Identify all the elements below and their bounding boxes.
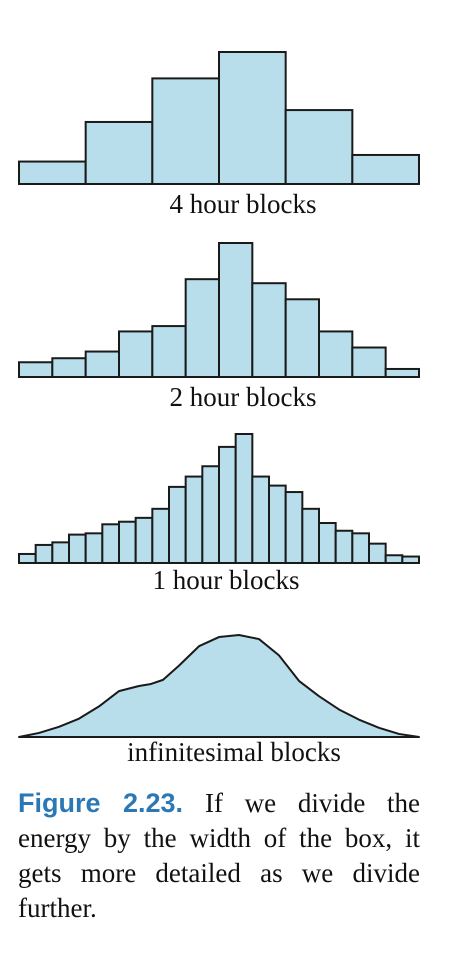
histogram-bar: [384, 554, 404, 565]
histogram-bar: [351, 532, 370, 565]
histogram-bar: [318, 522, 337, 565]
histogram-bar: [218, 445, 237, 564]
histogram-bar: [268, 484, 287, 565]
histogram-bar: [151, 507, 171, 565]
histogram-bar: [251, 475, 271, 565]
histogram-bar: [168, 485, 187, 565]
histogram-bar: [84, 350, 120, 379]
histogram-bar: [234, 433, 254, 564]
histogram-bar: [284, 298, 321, 378]
histogram-bar: [284, 491, 304, 564]
histogram-bar: [18, 361, 54, 379]
histogram-bar: [84, 532, 104, 565]
histogram-bar: [51, 357, 87, 378]
caption-text: If we divide the energy by the width of …: [18, 788, 420, 923]
histogram-bar: [251, 282, 287, 379]
histogram-bar: [401, 555, 420, 564]
histogram-bar: [301, 507, 320, 565]
histogram-bar: [118, 520, 137, 564]
histogram-bar: [18, 552, 37, 564]
panel-label: 4 hour blocks: [170, 189, 317, 219]
histogram-bar: [384, 367, 421, 378]
histogram-bar: [68, 533, 87, 564]
histogram-bar: [18, 160, 87, 185]
histogram-bar: [218, 51, 287, 185]
histogram-bar: [151, 77, 220, 185]
distribution-curve: [18, 634, 420, 738]
histogram-bar: [134, 516, 154, 564]
histogram-bar: [118, 330, 154, 379]
panel-label: 1 hour blocks: [153, 565, 300, 595]
figure-caption: Figure 2.23. If we divide the energy by t…: [18, 786, 420, 926]
panel-2-hour-blocks: 2 hour blocks: [18, 242, 421, 412]
panel-infinitesimal-blocks: infinitesimal blocks: [18, 634, 420, 767]
histogram-bar: [318, 330, 354, 379]
panel-label: infinitesimal blocks: [127, 737, 341, 767]
panel-label: 2 hour blocks: [170, 382, 317, 412]
histogram-bar: [51, 541, 71, 564]
figure-panels: 4 hour blocks 2 hour blocks 1 hour block…: [18, 51, 421, 767]
histogram-bar: [151, 325, 187, 378]
histogram-bar: [184, 475, 204, 565]
histogram-bar: [284, 109, 354, 185]
histogram-bar: [101, 523, 121, 564]
histogram-bar: [351, 346, 387, 378]
histogram-bar: [218, 242, 254, 378]
histogram-bar: [368, 542, 387, 565]
figure-label: Figure 2.23.: [18, 788, 183, 818]
panel-1-hour-blocks: 1 hour blocks: [18, 433, 420, 595]
panel-4-hour-blocks: 4 hour blocks: [18, 51, 420, 219]
histogram-bar: [201, 465, 221, 564]
histogram-bar: [184, 278, 220, 378]
histogram-bar: [334, 529, 354, 564]
histogram-bar: [34, 543, 54, 565]
histogram-bar: [84, 120, 154, 185]
histogram-bar: [351, 153, 420, 186]
